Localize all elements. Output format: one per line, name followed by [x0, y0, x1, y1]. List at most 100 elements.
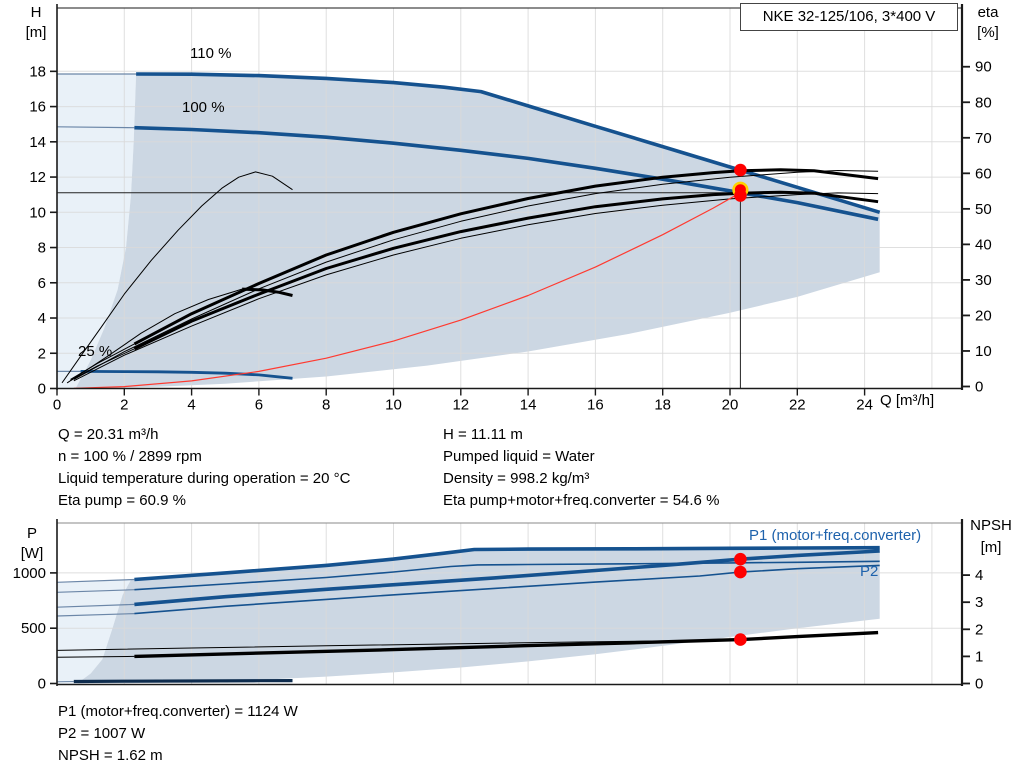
- duty-info-left-column: Q = 20.31 m³/h n = 100 % / 2899 rpm Liqu…: [58, 426, 350, 514]
- power-range-dense-fill: [77, 547, 880, 684]
- curve-speed-100-lead: [56, 126, 135, 129]
- curve-p1-100: [134, 549, 880, 607]
- left-tick-label: 12: [29, 169, 46, 186]
- curve-system-curve: [73, 192, 741, 389]
- curve-speed-25: [80, 370, 293, 380]
- x-tick-label: 18: [654, 397, 671, 414]
- curve-label-p1: P1 (motor+freq.converter): [749, 527, 922, 544]
- right-tick-label: 2: [975, 621, 983, 638]
- p-axis-unit: [W]: [20, 545, 44, 562]
- info-pumped-liquid: Pumped liquid = Water: [443, 448, 595, 465]
- x-tick-label: 4: [187, 397, 195, 414]
- eta-axis-title: eta: [977, 4, 999, 21]
- right-tick-label: 1: [975, 648, 983, 665]
- curve-eta-total-25-lead: [66, 288, 243, 384]
- left-tick-label: 14: [29, 134, 46, 151]
- info-eta-total: Eta pump+motor+freq.converter = 54.6 %: [443, 492, 720, 509]
- right-tick-label: 70: [975, 130, 992, 147]
- right-tick-label: 50: [975, 201, 992, 218]
- info-flow: Q = 20.31 m³/h: [58, 426, 159, 443]
- right-tick-label: 3: [975, 594, 983, 611]
- info-p1: P1 (motor+freq.converter) = 1124 W: [58, 703, 298, 720]
- h-axis-title: H: [30, 4, 42, 21]
- npsh-axis-unit: [m]: [980, 539, 1002, 556]
- info-p2: P2 = 1007 W: [58, 725, 146, 742]
- curve-eta-pump-100: [133, 168, 879, 346]
- left-tick-label: 0: [38, 676, 46, 693]
- p-axis-title: P: [26, 525, 37, 542]
- right-tick-label: 60: [975, 165, 992, 182]
- operating-range-dense-fill: [75, 74, 880, 389]
- curve-npsh-lead: [56, 655, 135, 658]
- right-tick-label: 40: [975, 236, 992, 253]
- info-liquid-temp: Liquid temperature during operation = 20…: [58, 470, 351, 487]
- info-density: Density = 998.2 kg/m³: [443, 470, 590, 487]
- left-tick-label: 2: [38, 345, 46, 362]
- curve-p2-110-lead: [56, 589, 135, 593]
- p1-dot-marker: [734, 552, 747, 566]
- curve-eta-total-25: [242, 287, 293, 297]
- x-tick-label: 16: [587, 397, 604, 414]
- x-tick-label: 20: [722, 397, 739, 414]
- info-eta-pump: Eta pump = 60.9 %: [58, 492, 186, 509]
- left-tick-label: 18: [29, 63, 46, 80]
- right-tick-label: 0: [975, 379, 983, 396]
- q-axis-title: Q [m³/h]: [880, 392, 935, 409]
- x-tick-label: 24: [856, 397, 873, 414]
- curve-npsh: [134, 630, 879, 659]
- right-tick-label: 4: [975, 567, 983, 584]
- x-tick-label: 12: [452, 397, 469, 414]
- right-tick-label: 0: [975, 676, 983, 693]
- h-axis-unit: [m]: [25, 24, 47, 41]
- curve-p2-110: [134, 560, 880, 591]
- power-info-column: P1 (motor+freq.converter) = 1124 W P2 = …: [58, 703, 298, 769]
- x-tick-label: 10: [385, 397, 402, 414]
- operating-range-pale-fill: [57, 74, 137, 389]
- curve-label-100pct: 100 %: [182, 99, 225, 116]
- left-tick-label: 500: [21, 620, 46, 637]
- right-tick-label: 10: [975, 343, 992, 360]
- chart-title-box: NKE 32-125/106, 3*400 V: [740, 3, 958, 31]
- info-head: H = 11.11 m: [443, 426, 523, 443]
- right-tick-label: 80: [975, 94, 992, 111]
- curve-label-110pct: 110 %: [190, 45, 232, 62]
- x-tick-label: 22: [789, 397, 806, 414]
- left-tick-label: 8: [38, 240, 46, 257]
- curve-label-25pct: 25 %: [78, 343, 113, 360]
- curve-p-25: [73, 678, 293, 684]
- eta-total-dot-marker: [734, 189, 747, 202]
- left-tick-label: 1000: [13, 565, 46, 582]
- x-tick-label: 14: [520, 397, 537, 414]
- curve-eta-total-110: [73, 192, 879, 382]
- right-tick-label: 30: [975, 272, 992, 289]
- info-npsh: NPSH = 1.62 m: [58, 747, 163, 764]
- curve-p2-100: [134, 564, 880, 615]
- left-tick-label: 16: [29, 99, 46, 116]
- curve-p2-100-lead: [56, 613, 135, 617]
- left-tick-label: 4: [38, 310, 46, 327]
- x-tick-label: 8: [322, 397, 330, 414]
- eta-axis-unit: [%]: [977, 24, 999, 41]
- npsh-axis-title: NPSH: [970, 517, 1012, 534]
- x-tick-label: 6: [255, 397, 263, 414]
- curve-eta-pump-25: [61, 171, 293, 384]
- right-tick-label: 20: [975, 307, 992, 324]
- curve-p1-100-lead: [56, 603, 135, 608]
- left-tick-label: 0: [38, 381, 46, 398]
- curve-label-p2: P2: [860, 563, 879, 580]
- p2-dot-marker: [734, 565, 747, 579]
- curve-speed-110: [136, 72, 881, 215]
- duty-info-right-column: H = 11.11 m Pumped liquid = Water Densit…: [443, 426, 719, 514]
- curve-p1-110: [134, 545, 880, 582]
- eta-pump-dot-marker: [734, 163, 747, 177]
- right-tick-label: 90: [975, 59, 992, 76]
- x-tick-label: 0: [53, 397, 61, 414]
- info-speed: n = 100 % / 2899 rpm: [58, 448, 202, 465]
- curve-p1-110-lead: [56, 578, 135, 583]
- x-tick-label: 2: [120, 397, 128, 414]
- left-tick-label: 10: [29, 204, 46, 221]
- curve-eta-pump-110: [73, 170, 879, 380]
- left-tick-label: 6: [38, 275, 46, 292]
